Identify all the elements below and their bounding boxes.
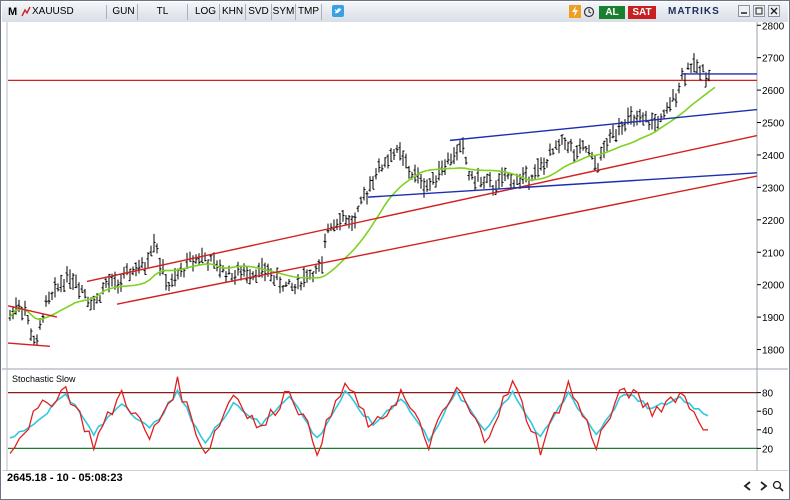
chart-icon[interactable] [21,5,31,19]
scroll-left-icon[interactable] [742,479,754,497]
buy-button[interactable]: AL [599,6,625,19]
toolbar-button-svd[interactable]: SVD [246,4,272,20]
trendline-down-short [7,305,58,318]
twitter-icon[interactable] [332,5,344,19]
lightning-icon[interactable] [569,5,581,19]
symbol-field[interactable]: XAUUSD [32,5,107,19]
twitter-icon-glyph [332,5,344,17]
chart-area[interactable]: 1800 1900 2000 2100 2200 2300 2400 2500 2600 2700… [2,22,788,498]
brand-logo: MATRIKS [668,6,720,17]
trendline-support-short [7,342,51,347]
chart-icon-glyph [21,6,31,17]
price-tick-label: 2700 [762,54,785,65]
price-tick-label: 2200 [762,216,785,227]
channel-lower-line [116,175,758,305]
scroll-left-icon-glyph [743,481,751,491]
ohlc-series [8,53,711,346]
alarm-icon[interactable] [583,5,595,19]
price-tick-label: 2600 [762,86,785,97]
wedge-upper-line [449,108,758,142]
toolbar-button-sym[interactable]: SYM [272,4,296,20]
scroll-right-icon-glyph [760,481,768,491]
close-icon-glyph [768,5,780,17]
osc-tick-label: 20 [762,444,774,455]
price-panel: 1800 1900 2000 2100 2200 2300 2400 2500 2600 2700… [7,22,785,357]
wedge-lower-line [367,172,758,198]
minimize-icon[interactable] [738,5,750,19]
scroll-right-icon[interactable] [757,479,769,497]
maximize-icon-glyph [753,5,765,17]
zoom-icon-glyph [772,480,784,492]
close-icon[interactable] [768,5,780,19]
price-tick-label: 1800 [762,346,785,357]
lightning-icon-glyph [569,5,581,18]
price-tick-label: 1900 [762,313,785,324]
osc-tick-label: 60 [762,407,774,418]
sell-button[interactable]: SAT [628,6,656,19]
price-tick-label: 2100 [762,248,785,259]
toolbar: M XAUUSD GUN TL LOG KHN SVD SYM TMP AL SAT MAT… [2,2,788,23]
osc-tick-label: 80 [762,389,774,400]
stochastic-title: Stochastic Slow [12,374,76,384]
minimize-icon-glyph [738,5,750,17]
toolbar-button-khn[interactable]: KHN [220,4,246,20]
chart-background [2,22,788,498]
zoom-icon[interactable] [772,479,784,497]
price-tick-label: 2800 [762,22,785,32]
price-tick-label: 2300 [762,183,785,194]
osc-tick-label: 40 [762,426,774,437]
moving-average-line [9,86,716,321]
alarm-icon-glyph [583,6,595,18]
maximize-icon[interactable] [753,5,765,19]
menu-button[interactable]: M [8,6,18,18]
status-bar: 2645.18 - 10 - 05:08:23 [2,471,788,498]
channel-upper-line [86,134,758,283]
toolbar-button-tmp[interactable]: TMP [296,4,322,20]
toolbar-button-log[interactable]: LOG [192,4,220,20]
toolbar-button-gun[interactable]: GUN [110,4,138,20]
price-tick-label: 2500 [762,119,785,130]
price-time-readout: 2645.18 - 10 - 05:08:23 [7,472,123,484]
price-tick-label: 2000 [762,281,785,292]
stochastic-k-line [9,376,709,458]
toolbar-button-tl[interactable]: TL [138,4,188,20]
stochastic-panel: 20 40 60 80 [8,376,774,458]
price-tick-label: 2400 [762,151,785,162]
